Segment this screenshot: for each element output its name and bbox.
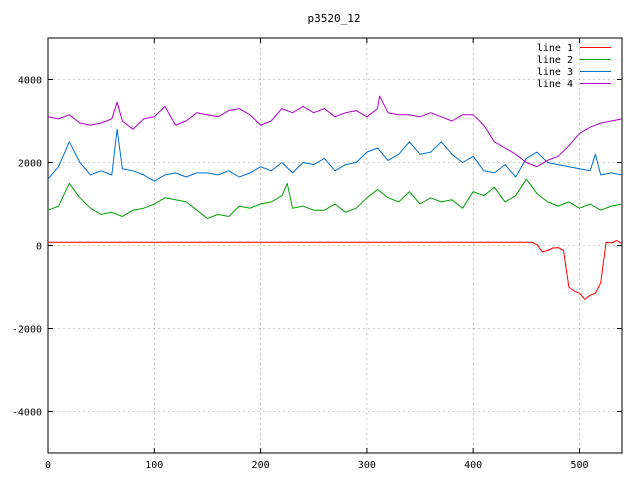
x-tick-label: 0 <box>45 460 51 471</box>
x-tick-label: 200 <box>252 460 270 471</box>
y-tick-label: 4000 <box>18 76 42 87</box>
y-tick-label: -2000 <box>12 325 42 336</box>
chart-title: p3520_12 <box>308 12 361 25</box>
legend-label-4: line 4 <box>537 79 573 90</box>
y-tick-label: 2000 <box>18 159 42 170</box>
grid <box>48 38 622 453</box>
series-group <box>47 95 623 300</box>
x-tick-label: 300 <box>358 460 376 471</box>
x-tick-label: 500 <box>570 460 588 471</box>
y-tick-label: 0 <box>36 242 42 253</box>
x-tick-label: 100 <box>145 460 163 471</box>
series-line-3 <box>47 128 623 182</box>
axes: 0 100 200 300 400 500 -4000 -2000 0 2000 4000 <box>12 37 623 471</box>
series-line-1 <box>48 240 623 300</box>
legend-label-3: line 3 <box>537 67 573 78</box>
legend-label-1: line 1 <box>537 43 573 54</box>
series-line-4 <box>47 95 623 168</box>
series-line-2 <box>47 178 623 219</box>
x-tick-label: 400 <box>464 460 482 471</box>
legend-label-2: line 2 <box>537 55 573 66</box>
y-tick-label: -4000 <box>12 408 42 419</box>
